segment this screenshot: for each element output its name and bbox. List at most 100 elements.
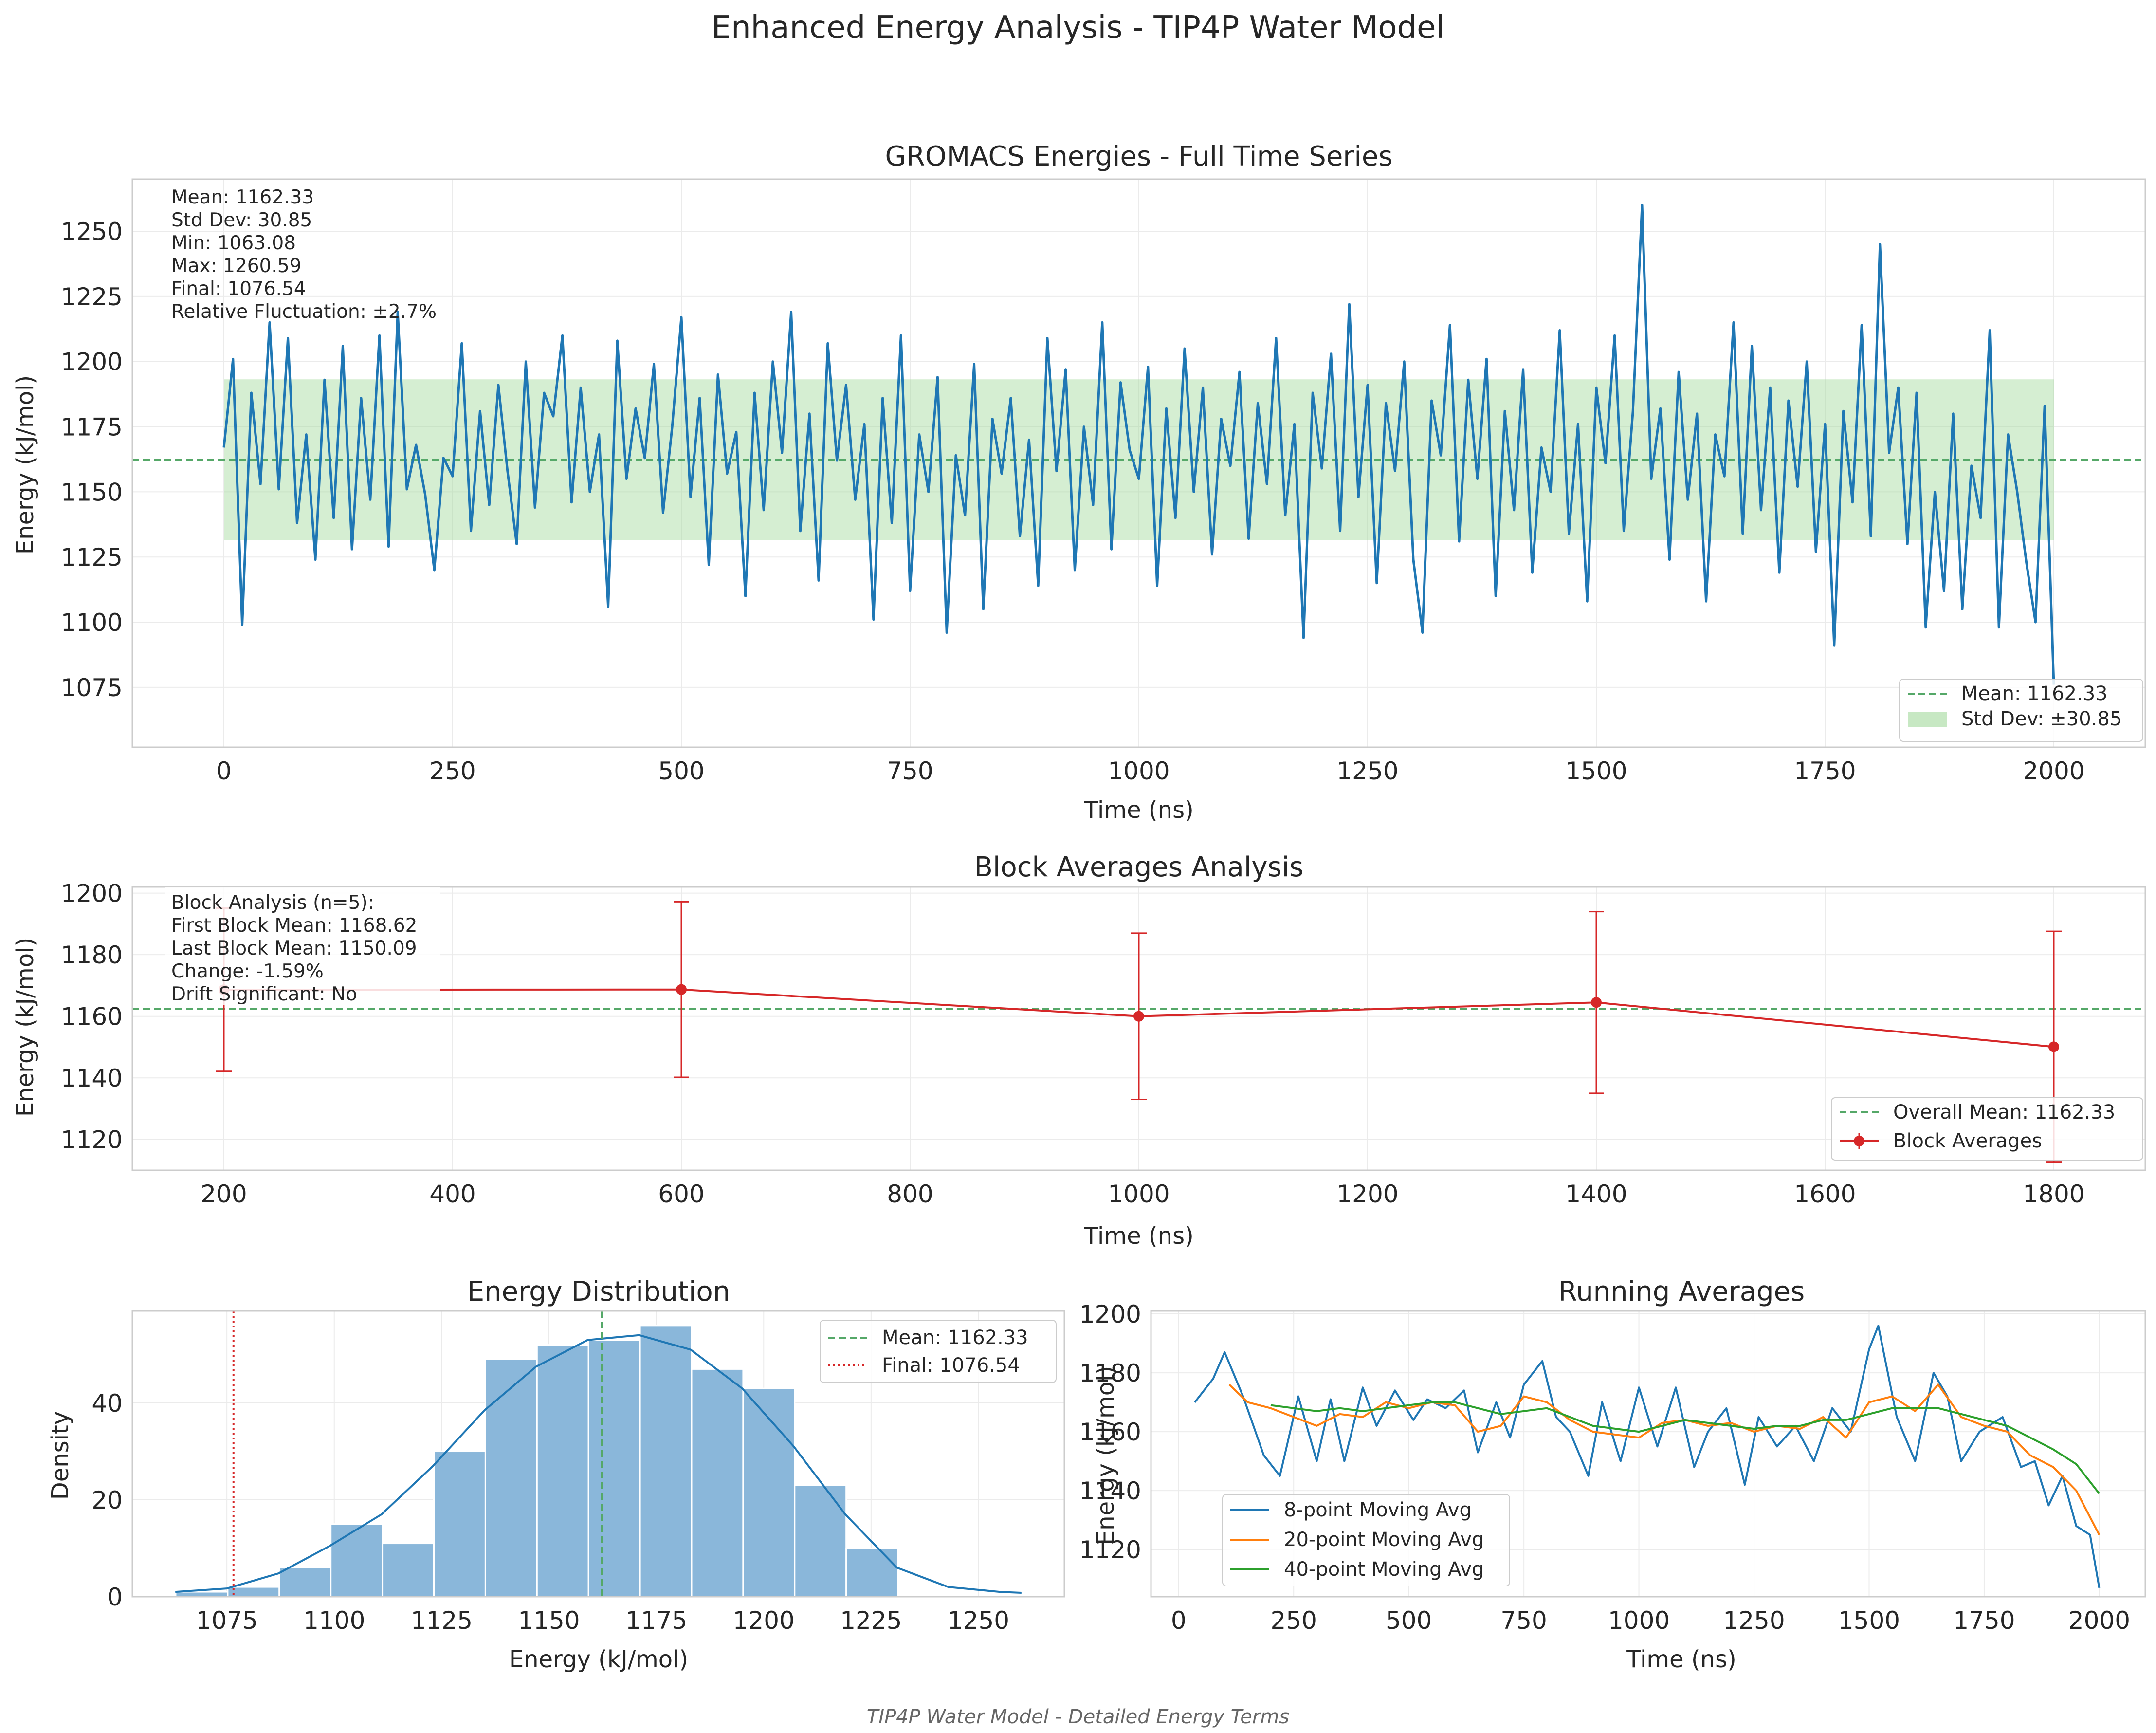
- timeseries-ytick-label: 1100: [61, 608, 123, 637]
- distribution-bar: [639, 1325, 693, 1598]
- blocks-xtick-label: 1400: [1565, 1180, 1627, 1208]
- blocks-xlabel: Time (ns): [1083, 1222, 1194, 1250]
- distribution-xtick-label: 1250: [948, 1606, 1009, 1635]
- running-legend-40pt: 40-point Moving Avg: [1284, 1558, 1484, 1581]
- distribution-ytick-label: 20: [91, 1486, 123, 1514]
- running-40pt-line: [1270, 1401, 2100, 1494]
- distribution-ytick-label: 40: [91, 1389, 123, 1418]
- blocks-legend-marker-swatch: [1854, 1136, 1864, 1146]
- distribution-bar: [382, 1543, 435, 1598]
- distribution-xtick-label: 1200: [733, 1606, 795, 1635]
- running-20pt-line: [1228, 1383, 2101, 1535]
- timeseries-ytick-label: 1125: [61, 543, 123, 572]
- running-legend-20pt: 20-point Moving Avg: [1284, 1529, 1484, 1551]
- distribution-kde-curve: [175, 1334, 1022, 1594]
- running-ytick-label: 1180: [1079, 1359, 1141, 1387]
- timeseries-xtick-label: 1250: [1336, 757, 1398, 785]
- timeseries-frame: [131, 178, 2146, 748]
- running-xlabel: Time (ns): [1626, 1646, 1736, 1673]
- timeseries-ticks: 0 250 500 750 1000 1250 1500 1750 2000 1075 1100 11…: [61, 218, 2085, 785]
- distribution-title: Energy Distribution: [467, 1276, 731, 1308]
- timeseries-ylabel: Energy (kJ/mol): [12, 375, 39, 554]
- blocks-ytick-label: 1200: [61, 880, 123, 908]
- blocks-stats-box: Block Analysis (n=5): First Block Mean: …: [165, 887, 440, 1005]
- running-ticks: 0 250 500 750 1000 1250 1500 1750 2000 1120 1140 11…: [1079, 1300, 2130, 1635]
- timeseries-xtick-label: 1500: [1565, 757, 1627, 785]
- figure-title: Enhanced Energy Analysis - TIP4P Water M…: [712, 10, 1445, 46]
- blocks-ytick-label: 1120: [61, 1126, 123, 1154]
- distribution-xtick-label: 1100: [303, 1606, 365, 1635]
- timeseries-ytick-label: 1150: [61, 478, 123, 506]
- timeseries-stat-std: Std Dev: 30.85: [171, 209, 312, 231]
- blocks-xtick-label: 1800: [2023, 1180, 2084, 1208]
- timeseries-stats-box: Mean: 1162.33 Std Dev: 30.85 Min: 1063.0…: [171, 186, 437, 323]
- running-xtick-label: 1750: [1953, 1606, 2015, 1635]
- distribution-plot: [175, 1311, 1022, 1598]
- running-ylabel: Energy (kJ/mol): [1092, 1366, 1119, 1545]
- distribution-ylabel: Density: [47, 1411, 74, 1500]
- timeseries-xtick-label: 0: [216, 757, 232, 785]
- blocks-ytick-label: 1160: [61, 1003, 123, 1031]
- blocks-xtick-label: 1600: [1794, 1180, 1856, 1208]
- blocks-stats-background: [165, 887, 440, 1005]
- timeseries-legend-std: Std Dev: ±30.85: [1961, 708, 2122, 730]
- distribution-bar: [433, 1451, 486, 1598]
- distribution-xtick-label: 1075: [196, 1606, 258, 1635]
- blocks-frame: [131, 886, 2146, 1171]
- distribution-panel: 1075 1100 1125 1150 1175 1200 1225 1250 0 20 40 En…: [47, 1276, 1065, 1673]
- distribution-bar: [278, 1567, 332, 1598]
- running-xtick-label: 1500: [1838, 1606, 1900, 1635]
- running-ytick-label: 1120: [1079, 1536, 1141, 1564]
- running-legend-8pt: 8-point Moving Avg: [1284, 1499, 1472, 1521]
- blocks-stat-last: Last Block Mean: 1150.09: [171, 938, 417, 959]
- timeseries-title: GROMACS Energies - Full Time Series: [885, 141, 1393, 172]
- blocks-stat-n: Block Analysis (n=5):: [171, 892, 374, 914]
- timeseries-panel: 0 250 500 750 1000 1250 1500 1750 2000 1075 1100 11…: [12, 141, 2146, 824]
- blocks-average-point: [676, 984, 687, 995]
- blocks-average-point: [1591, 997, 1602, 1008]
- distribution-ytick-label: 0: [107, 1583, 123, 1611]
- blocks-average-point: [1133, 1011, 1144, 1022]
- blocks-legend-box: [1831, 1097, 2143, 1161]
- timeseries-xtick-label: 1750: [1794, 757, 1856, 785]
- blocks-stat-first: First Block Mean: 1168.62: [171, 915, 417, 937]
- distribution-xtick-label: 1175: [625, 1606, 687, 1635]
- timeseries-ytick-label: 1225: [61, 283, 123, 311]
- timeseries-stat-max: Max: 1260.59: [171, 255, 301, 277]
- distribution-frame: [131, 1310, 1065, 1598]
- distribution-bar: [794, 1484, 847, 1598]
- running-xtick-label: 1250: [1723, 1606, 1785, 1635]
- timeseries-legend: Mean: 1162.33 Std Dev: ±30.85: [1899, 679, 2143, 742]
- running-plot: [1194, 1325, 2101, 1588]
- blocks-xtick-label: 200: [201, 1180, 247, 1208]
- distribution-bar: [536, 1344, 589, 1598]
- distribution-legend: Mean: 1162.33 Final: 1076.54: [820, 1320, 1057, 1383]
- running-xtick-label: 1000: [1608, 1606, 1670, 1635]
- blocks-title: Block Averages Analysis: [974, 851, 1304, 883]
- running-ytick-label: 1160: [1079, 1418, 1141, 1446]
- running-xtick-label: 0: [1171, 1606, 1187, 1635]
- timeseries-legend-mean: Mean: 1162.33: [1961, 682, 2108, 705]
- running-title: Running Averages: [1558, 1276, 1805, 1308]
- timeseries-xtick-label: 250: [429, 757, 475, 785]
- blocks-legend-block: Block Averages: [1893, 1130, 2042, 1152]
- blocks-average-point: [2048, 1041, 2059, 1052]
- blocks-legend: Overall Mean: 1162.33 Block Averages: [1831, 1097, 2143, 1161]
- figure-footer: TIP4P Water Model - Detailed Energy Term…: [867, 1706, 1289, 1728]
- timeseries-stat-fluctuation: Relative Fluctuation: ±2.7%: [171, 301, 437, 323]
- blocks-ticks: 200 400 600 800 1000 1200 1400 1600 1800 1120 1140…: [61, 880, 2085, 1208]
- distribution-bar: [845, 1548, 899, 1598]
- timeseries-stat-min: Min: 1063.08: [171, 232, 296, 254]
- timeseries-ytick-label: 1175: [61, 413, 123, 442]
- running-panel: 0 250 500 750 1000 1250 1500 1750 2000 1120 1140 11…: [1079, 1276, 2146, 1673]
- distribution-xtick-label: 1225: [840, 1606, 902, 1635]
- blocks-panel: 200 400 600 800 1000 1200 1400 1600 1800 1120 1140…: [12, 851, 2146, 1250]
- running-xtick-label: 2000: [2068, 1606, 2130, 1635]
- timeseries-energy-line: [222, 204, 2055, 685]
- blocks-xtick-label: 800: [887, 1180, 933, 1208]
- blocks-xtick-label: 1000: [1108, 1180, 1169, 1208]
- timeseries-xlabel: Time (ns): [1083, 796, 1194, 824]
- blocks-legend-mean: Overall Mean: 1162.33: [1893, 1101, 2115, 1124]
